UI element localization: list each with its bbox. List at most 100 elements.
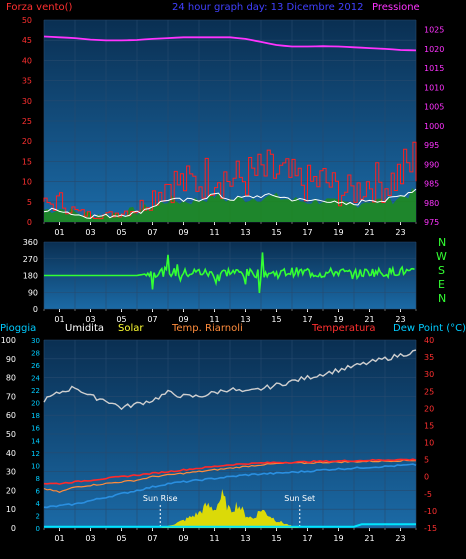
- bottom-ytick-rain: 2: [36, 512, 40, 520]
- top-ytick-right: 980: [424, 199, 439, 208]
- pressure-line: [43, 35, 417, 52]
- top-xtick-label: 23: [395, 228, 405, 237]
- bottom-xtick-label: 07: [147, 534, 157, 543]
- humidity-line: [43, 349, 417, 411]
- mid-xtick-label: 13: [240, 315, 250, 324]
- bottom-ytick-temperature: 5: [424, 456, 429, 465]
- bottom-ytick-temperature: -15: [424, 524, 437, 533]
- wind-pressure-chart: 0510152025303540455097598098599099510001…: [22, 16, 445, 237]
- wind-direction-chart: 0 90 180 270 360 01 03 05 07 09 11 13 15 17 19 21 23: [23, 238, 417, 324]
- top-xtick-label: 15: [271, 228, 281, 237]
- top-ytick-right: 1000: [424, 122, 444, 131]
- top-ytick-right: 995: [424, 141, 439, 150]
- bottom-ytick-temperature: 40: [424, 336, 434, 345]
- mid-xtick-label: 15: [271, 315, 281, 324]
- bottom-ytick-temperature: 30: [424, 370, 434, 379]
- bottom-ytick-rain: 26: [31, 362, 40, 370]
- top-ytick-left: 0: [27, 218, 32, 227]
- bottom-ytick-rain: 8: [36, 475, 40, 483]
- legend-chill: Temp. Riarnoli: [171, 323, 243, 334]
- bottom-xtick-label: 15: [271, 534, 281, 543]
- bottom-xtick-label: 09: [178, 534, 188, 543]
- top-xtick-label: 11: [209, 228, 219, 237]
- top-ytick-left: 40: [22, 56, 32, 65]
- bottom-xtick-label: 05: [116, 534, 126, 543]
- top-xtick-label: 13: [240, 228, 250, 237]
- bottom-ytick-humidity: 60: [6, 411, 16, 420]
- bottom-xtick-label: 01: [54, 534, 64, 543]
- bottom-ytick-rain: 4: [36, 500, 41, 508]
- bottom-ytick-temperature: 20: [424, 404, 434, 413]
- top-xtick-label: 07: [147, 228, 157, 237]
- top-ytick-left: 20: [22, 137, 32, 146]
- bottom-xtick-label: 23: [395, 534, 405, 543]
- top-ytick-right: 1025: [424, 26, 444, 35]
- bottom-ytick-temperature: 35: [424, 353, 434, 362]
- bottom-ytick-humidity: 30: [6, 468, 16, 477]
- mid-ytick: 180: [23, 272, 38, 281]
- bottom-ytick-rain: 12: [31, 450, 40, 458]
- top-ytick-left: 45: [22, 36, 32, 45]
- bottom-ytick-temperature: 10: [424, 439, 434, 448]
- wind-average-line: [43, 188, 417, 219]
- header-right-label: Pressione: [372, 2, 420, 13]
- top-ytick-left: 25: [22, 117, 32, 126]
- mid-xtick-label: 21: [364, 315, 374, 324]
- bottom-ytick-humidity: 0: [11, 524, 16, 533]
- mid-xtick-label: 19: [333, 315, 343, 324]
- compass-w: W: [436, 250, 447, 263]
- bottom-ytick-humidity: 10: [6, 505, 16, 514]
- bottom-ytick-humidity: 90: [6, 355, 16, 364]
- legend-dewpoint: Dew Point (°C): [393, 323, 466, 334]
- top-ytick-right: 1020: [424, 45, 444, 54]
- mid-xtick-label: 05: [116, 315, 126, 324]
- top-ytick-right: 975: [424, 218, 439, 227]
- bottom-ytick-humidity: 100: [1, 336, 16, 345]
- bottom-ytick-humidity: 50: [6, 430, 16, 439]
- bottom-ytick-humidity: 70: [6, 392, 16, 401]
- temperature-line: [43, 458, 417, 485]
- top-ytick-right: 1015: [424, 64, 444, 73]
- wind-direction-line: [44, 252, 415, 294]
- bottom-ytick-temperature: 0: [424, 473, 429, 482]
- top-ytick-left: 10: [22, 178, 32, 187]
- bottom-ytick-rain: 20: [31, 400, 40, 408]
- mid-ytick: 0: [33, 305, 38, 314]
- compass-s: S: [438, 264, 445, 277]
- top-ytick-right: 990: [424, 160, 439, 169]
- top-ytick-left: 35: [22, 77, 32, 86]
- sunset-label: Sun Set: [284, 494, 315, 503]
- bottom-ytick-rain: 18: [31, 412, 40, 420]
- top-ytick-right: 985: [424, 180, 439, 189]
- mid-xtick-label: 11: [209, 315, 219, 324]
- bottom-ytick-rain: 28: [31, 350, 40, 358]
- wind-gust-area: [44, 188, 416, 222]
- bottom-ytick-rain: 10: [31, 462, 40, 470]
- mid-ytick: 270: [23, 255, 38, 264]
- bottom-xtick-label: 11: [209, 534, 219, 543]
- top-xtick-label: 01: [54, 228, 64, 237]
- header-center-label: 24 hour graph day: 13 Dicembre 2012: [172, 2, 363, 13]
- legend-rain: Pioggia: [0, 323, 36, 334]
- mid-xtick-label: 23: [395, 315, 405, 324]
- top-ytick-left: 5: [27, 198, 32, 207]
- top-ytick-right: 1005: [424, 103, 444, 112]
- bottom-ytick-rain: 22: [31, 387, 40, 395]
- bottom-ytick-rain: 24: [31, 375, 40, 383]
- top-ytick-left: 15: [22, 157, 32, 166]
- bottom-ytick-temperature: 15: [424, 421, 434, 430]
- compass-n-top: N: [438, 236, 446, 249]
- mid-xtick-label: 03: [85, 315, 95, 324]
- header-left-label: Forza vento(): [6, 2, 73, 13]
- sunrise-label: Sun Rise: [143, 494, 178, 503]
- bottom-ytick-rain: 0: [36, 525, 40, 533]
- bottom-xtick-label: 17: [302, 534, 312, 543]
- compass-n-bottom: N: [438, 292, 446, 305]
- dewpoint-line: [43, 463, 417, 509]
- temperature-humidity-chart: 0102030405060708090100024681012141618202…: [1, 336, 437, 543]
- bottom-xtick-label: 21: [364, 534, 374, 543]
- bottom-ytick-temperature: 25: [424, 387, 434, 396]
- bottom-ytick-temperature: -5: [424, 490, 432, 499]
